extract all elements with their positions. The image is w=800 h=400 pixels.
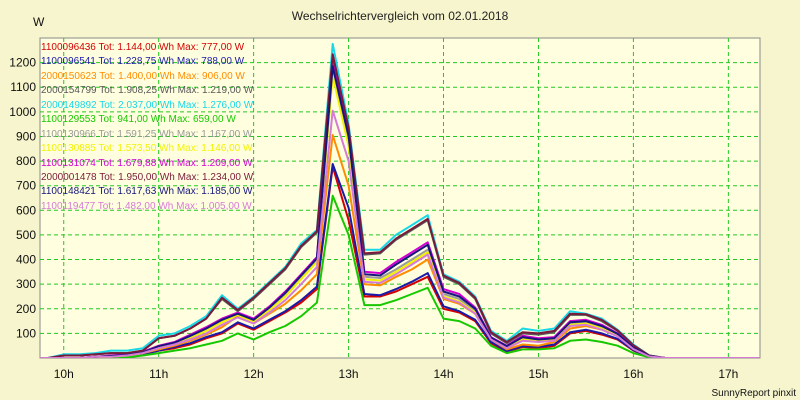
- y-tick-label: 1200: [9, 56, 36, 70]
- x-tick-label: 17h: [718, 367, 738, 381]
- x-tick-label: 14h: [434, 367, 454, 381]
- legend-entry-1100130885: 1100130885 Tot: 1.573,50 Wh Max: 1.146,0…: [41, 143, 253, 155]
- legend-entry-2000150623: 2000150623 Tot: 1.400,00 Wh Max: 906,00 …: [41, 70, 245, 82]
- x-tick-label: 11h: [149, 367, 168, 381]
- y-tick-label: 700: [16, 179, 36, 193]
- x-tick-label: 15h: [528, 367, 548, 381]
- y-axis: 100 200 300 400 500 600 700 800 900 1000 1100 1200: [9, 56, 36, 341]
- legend-entry-1100096541: 1100096541 Tot: 1.228,75 Wh Max: 788,00 …: [41, 56, 245, 68]
- y-tick-label: 800: [16, 154, 36, 168]
- y-tick-label: 300: [16, 277, 36, 291]
- y-tick-label: 600: [16, 203, 36, 217]
- series-line-1100129553: [40, 194, 760, 358]
- legend-entry-1100130966: 1100130966 Tot: 1.591,25 Wh Max: 1.167,0…: [41, 128, 253, 140]
- legend-entry-1100096436: 1100096436 Tot: 1.144,00 Wh Max: 777,00 …: [41, 42, 245, 53]
- y-tick-label: 1100: [10, 80, 36, 94]
- y-tick-label: 900: [16, 129, 36, 143]
- legend-entry-1100148421: 1100148421 Tot: 1.617,63 Wh Max: 1.185,0…: [41, 186, 253, 198]
- series-lines: [40, 42, 760, 358]
- y-tick-label: 500: [16, 228, 36, 242]
- y-tick-label: 400: [16, 253, 36, 267]
- y-tick-label: 1000: [9, 105, 36, 119]
- y-tick-label: 200: [16, 302, 36, 316]
- y-axis-unit: W: [33, 15, 45, 29]
- legend-entry-1100129553: 1100129553 Tot: 941,00 Wh Max: 659,00 W: [41, 114, 236, 126]
- x-tick-label: 13h: [339, 367, 359, 381]
- x-tick-label: 12h: [244, 367, 264, 381]
- x-axis: 10h 11h 12h 13h 14h 15h 16h 17h: [54, 367, 739, 381]
- series-line-1100119477: [40, 109, 760, 358]
- x-tick-label: 16h: [623, 367, 643, 381]
- footer-credit: SunnyReport pinxit: [711, 388, 797, 399]
- legend: 1100096436 Tot: 1.144,00 Wh Max: 777,00 …: [41, 41, 253, 214]
- plot-area: [39, 37, 761, 359]
- legend-entry-2000154799: 2000154799 Tot: 1.908,25 Wh Max: 1.219,0…: [41, 85, 254, 97]
- chart-title: Wechselrichtervergleich vom 02.01.2018: [291, 9, 509, 23]
- legend-entry-2000001478: 2000001478 Tot: 1.950,00 Wh Max: 1.234,0…: [41, 171, 254, 183]
- y-tick-label: 100: [16, 326, 36, 340]
- x-tick-label: 10h: [54, 367, 74, 381]
- legend-entry-1100119477: 1100119477 Tot: 1.482,00 Wh Max: 1.005,0…: [41, 200, 252, 212]
- legend-entry-2000149892: 2000149892 Tot: 2.037,00 Wh Max: 1.276,0…: [41, 99, 254, 111]
- series-line-2000001478: [40, 53, 760, 358]
- legend-entry-1100131074: 1100131074 Tot: 1.679,88 Wh Max: 1.209,0…: [41, 157, 253, 169]
